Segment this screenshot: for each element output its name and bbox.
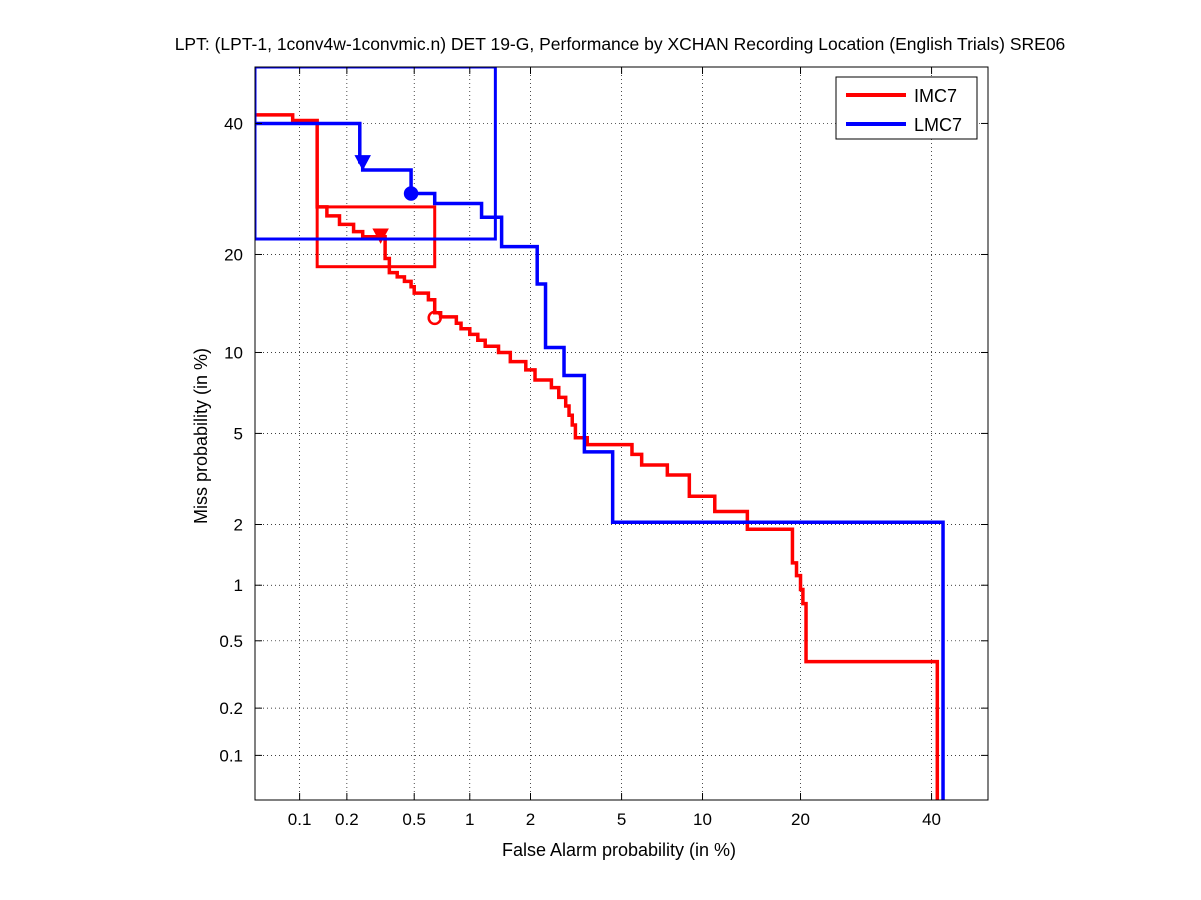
y-tick-label: 10 [224,343,243,362]
x-tick-label: 0.1 [288,810,312,829]
y-tick-label: 1 [234,576,243,595]
y-tick-label: 2 [234,515,243,534]
min-dcf-marker-lmc7 [403,186,419,201]
x-tick-label: 10 [693,810,712,829]
x-tick-label: 1 [465,810,474,829]
confidence-box-imc7 [315,205,437,269]
x-tick-label: 5 [617,810,626,829]
series-group [255,67,945,800]
legend-box [835,76,978,140]
y-tick-label: 40 [224,114,243,133]
y-tick-label: 0.1 [219,746,243,765]
x-tick-label: 20 [791,810,810,829]
confidence-box-lmc7 [255,67,497,241]
legend: IMC7 LMC7 [835,76,978,140]
legend-label-imc7: IMC7 [914,86,957,106]
legend-label-lmc7: LMC7 [914,115,962,135]
y-tick-label: 0.5 [219,632,243,651]
det-curve-imc7 [255,113,940,800]
chart-title: LPT: (LPT-1, 1conv4w-1convmic.n) DET 19-… [175,34,1066,54]
x-tick-label: 0.5 [402,810,426,829]
min-dcf-marker-imc7 [427,310,442,326]
plot-area [255,67,945,800]
x-axis-label: False Alarm probability (in %) [502,840,736,860]
y-axis-label: Miss probability (in %) [191,348,211,524]
x-tick-label: 2 [526,810,535,829]
x-tick-label: 0.2 [335,810,359,829]
y-tick-label: 0.2 [219,699,243,718]
y-tick-label: 20 [224,245,243,264]
y-tick-label: 5 [234,424,243,443]
actual-decision-marker-lmc7 [354,155,371,171]
actual-decision-marker-imc7 [372,228,389,244]
axis-ticks: 0.1 0.2 0.5 1 2 5 10 20 40 0.1 0.2 0.5 1 2 5 10 20 40 [219,67,988,829]
x-tick-label: 40 [922,810,941,829]
